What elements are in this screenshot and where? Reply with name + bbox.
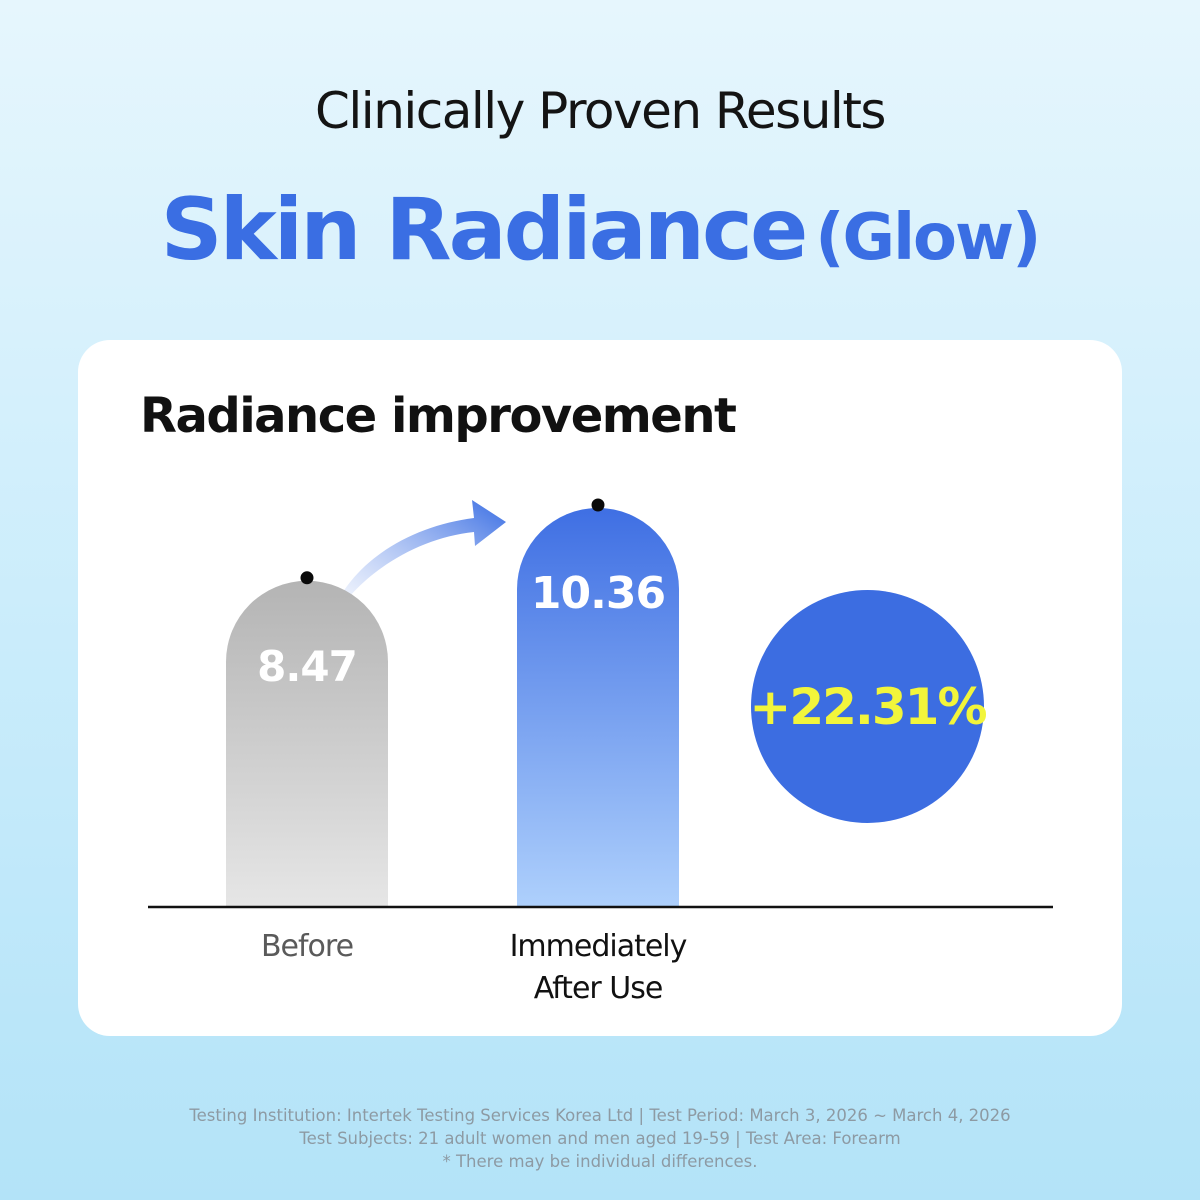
footnote-line-3: * There may be individual differences. xyxy=(442,1152,758,1171)
footnote-line-2: Test Subjects: 21 adult women and men ag… xyxy=(299,1129,901,1148)
bar-value-label-0: 8.47 xyxy=(257,642,357,691)
bar-1 xyxy=(517,508,679,907)
chart-title: Radiance improvement xyxy=(140,388,737,444)
trend-arrow-icon xyxy=(330,500,506,620)
headline: Clinically Proven Results xyxy=(315,82,886,140)
title-sub: (Glow) xyxy=(815,201,1041,275)
footnote-line-1: Testing Institution: Intertek Testing Se… xyxy=(189,1106,1011,1125)
category-label-1: Immediately After Use xyxy=(510,929,687,1006)
increase-percentage: +22.31% xyxy=(749,677,987,736)
page-title: Skin Radiance (Glow) xyxy=(0,180,1200,280)
bar-marker-dot-0 xyxy=(300,571,314,585)
category-label-0: Before xyxy=(261,929,353,964)
bar-marker-dot-1 xyxy=(591,498,605,512)
bar-chart: 8.47 10.36 Before Immediately After Use xyxy=(148,498,1053,1006)
title-main: Skin Radiance xyxy=(160,180,809,280)
chart-card: Radiance improvement 8.47 10.36 Before Imm… xyxy=(78,340,1122,1036)
footnote: Testing Institution: Intertek Testing Se… xyxy=(0,1104,1200,1173)
increase-badge: +22.31% xyxy=(749,590,988,823)
bar-value-label-1: 10.36 xyxy=(531,568,665,619)
bar-0 xyxy=(226,580,388,907)
